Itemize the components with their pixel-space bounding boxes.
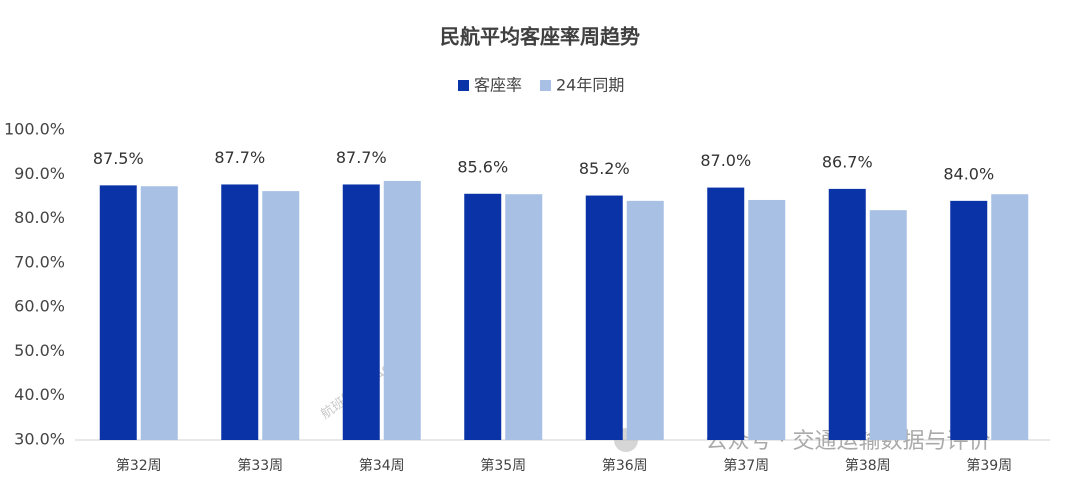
y-tick-label: 70.0%	[14, 252, 65, 271]
bar	[991, 194, 1029, 440]
bar	[383, 180, 421, 440]
bar	[869, 210, 907, 440]
chart-title: 民航平均客座率周趋势	[440, 25, 640, 49]
x-tick-label: 第38周	[845, 457, 891, 474]
value-label: 85.2%	[579, 159, 630, 178]
x-tick-label: 第37周	[723, 457, 769, 474]
x-tick-label: 第33周	[237, 457, 283, 474]
x-tick-label: 第39周	[966, 457, 1012, 474]
bar	[342, 184, 380, 440]
bar	[828, 188, 866, 440]
bar	[99, 185, 137, 440]
value-label: 87.7%	[336, 148, 387, 167]
legend-swatch	[540, 80, 551, 91]
bar	[464, 193, 502, 440]
y-tick-label: 100.0%	[4, 120, 65, 139]
legend-label: 24年同期	[556, 76, 624, 95]
bar	[707, 187, 745, 440]
bar	[626, 200, 664, 440]
bar	[748, 199, 786, 440]
value-label: 87.0%	[700, 151, 751, 170]
x-tick-label: 第36周	[602, 457, 648, 474]
y-tick-label: 90.0%	[14, 164, 65, 183]
bar	[950, 200, 988, 440]
x-tick-label: 第32周	[116, 457, 162, 474]
legend-swatch	[458, 80, 469, 91]
bar	[585, 195, 623, 440]
x-tick-label: 第34周	[359, 457, 405, 474]
bar	[505, 194, 543, 440]
value-label: 87.5%	[93, 149, 144, 168]
y-tick-label: 80.0%	[14, 208, 65, 227]
y-tick-label: 50.0%	[14, 341, 65, 360]
bar	[221, 184, 259, 440]
value-label: 87.7%	[214, 148, 265, 167]
legend-label: 客座率	[474, 76, 522, 95]
value-label: 85.6%	[457, 157, 508, 176]
bar	[140, 186, 178, 440]
x-tick-label: 第35周	[480, 457, 526, 474]
value-label: 86.7%	[822, 152, 873, 171]
bar	[262, 191, 300, 440]
value-label: 84.0%	[943, 164, 994, 183]
y-tick-label: 60.0%	[14, 297, 65, 316]
y-tick-label: 40.0%	[14, 385, 65, 404]
y-tick-label: 30.0%	[14, 430, 65, 449]
